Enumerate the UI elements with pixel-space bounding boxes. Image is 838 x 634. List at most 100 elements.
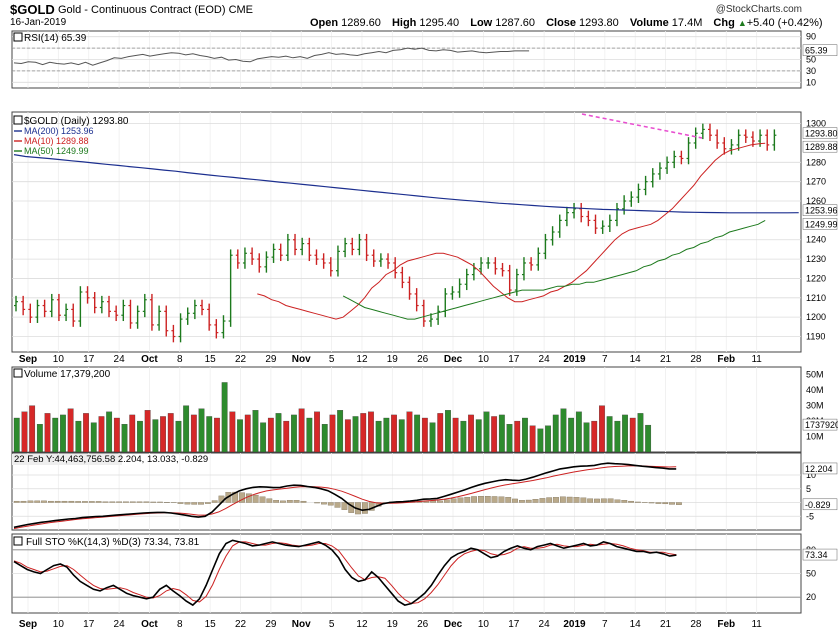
macd-last-label: 12.204 <box>805 464 833 474</box>
macd-histogram-bar <box>34 500 41 503</box>
axis-tick-label: 90 <box>806 32 816 42</box>
macd-histogram-bar <box>54 500 61 503</box>
macd-histogram-bar <box>539 498 546 503</box>
macd-histogram-bar <box>204 502 211 504</box>
symbol-name: Gold - Continuous Contract (EOD) CME <box>58 4 253 16</box>
macd-histogram-bar <box>266 498 273 503</box>
macd-histogram-bar <box>321 502 327 505</box>
macd-histogram-bar <box>293 500 300 503</box>
x-axis-label: Sep <box>19 619 37 630</box>
volume-bar <box>152 419 159 453</box>
volume-bar <box>352 416 359 453</box>
macd-histogram-bar <box>314 502 320 504</box>
x-axis-label: 22 <box>235 354 247 365</box>
axis-tick-label: 10 <box>806 470 816 480</box>
volume-bar <box>113 417 120 453</box>
x-axis-label: 19 <box>387 354 399 365</box>
macd-histogram-bar <box>484 496 491 503</box>
axis-tick-label: 10 <box>806 77 816 87</box>
axis-tick-label: 30 <box>806 66 816 76</box>
symbol-fullname: Gold - Continuous Contract (EOD) <box>58 4 226 16</box>
macd-histogram-bar <box>648 502 655 504</box>
macd-histogram-bar <box>252 494 259 503</box>
ma50-line <box>342 219 766 320</box>
volume-bar <box>522 417 528 453</box>
axis-tick-label: 1220 <box>806 273 826 283</box>
volume-bar <box>214 417 220 453</box>
volume-bar <box>429 422 436 453</box>
macd-histogram-bar <box>587 498 594 503</box>
volume-bar <box>452 417 459 453</box>
macd-histogram-bar <box>662 502 669 505</box>
volume-bar <box>629 417 636 453</box>
volume-bar <box>560 408 567 453</box>
volume-bar <box>421 417 428 453</box>
sto-legend: Full STO %K(14,3) %D(3) 73.34, 73.81 <box>26 537 200 548</box>
x-axis-label: 24 <box>539 619 551 630</box>
axis-tick-label: 50 <box>806 55 816 65</box>
macd-histogram-bar <box>505 497 512 503</box>
volume-bar <box>329 414 336 453</box>
macd-histogram-bar <box>95 501 102 503</box>
x-axis-label: 12 <box>356 354 368 365</box>
rsi-line <box>13 47 530 66</box>
axis-tick-label: 1260 <box>806 196 826 206</box>
macd-histogram-bar <box>553 497 559 503</box>
x-axis-label: 7 <box>602 619 608 630</box>
sto-d-line <box>13 541 677 605</box>
volume-bar <box>306 417 313 453</box>
volume-bar <box>144 410 151 453</box>
volume-bar <box>437 413 444 453</box>
macd-histogram-bar <box>129 501 136 503</box>
volume-bar <box>599 405 605 453</box>
volume-bar <box>460 420 467 453</box>
price-last-label: 1293.80 <box>805 129 838 139</box>
macd-line <box>13 462 677 529</box>
macd-histogram-bar <box>20 500 27 503</box>
x-axis-label: 11 <box>751 354 762 365</box>
x-axis-label: 26 <box>417 619 429 630</box>
macd-histogram-bar <box>143 501 150 503</box>
volume-bar <box>637 413 644 453</box>
macd-histogram-bar <box>362 502 368 514</box>
macd-histogram-bar <box>245 493 252 503</box>
macd-histogram-bar <box>327 502 334 506</box>
x-axis-label: Oct <box>141 619 158 630</box>
volume-bar <box>506 424 513 453</box>
x-axis-label: 17 <box>508 354 520 365</box>
volume-bar <box>98 416 105 453</box>
macd-histogram-bar <box>102 501 109 503</box>
x-axis-label: Sep <box>19 354 37 365</box>
price-last-label-box <box>802 204 838 216</box>
volume-bar <box>375 420 382 453</box>
x-axis-label: 8 <box>177 354 183 365</box>
x-axis-label: 29 <box>265 354 277 365</box>
x-axis-label: Feb <box>717 354 735 365</box>
volume-bar <box>106 411 113 453</box>
macd-histogram-bar <box>61 500 68 503</box>
x-axis-label: Dec <box>444 354 463 365</box>
axis-tick-label: 30M <box>806 401 824 411</box>
macd-histogram-bar <box>259 496 266 503</box>
price-last-label-box <box>802 140 838 153</box>
price-legend-item: MA(10) 1289.88 <box>24 136 89 146</box>
macd-histogram-bar <box>594 498 600 503</box>
x-axis-label: 24 <box>114 354 126 365</box>
macd-histogram-bar <box>519 500 525 503</box>
macd-histogram-bar <box>635 501 641 503</box>
macd-histogram-bar <box>157 501 163 503</box>
macd-histogram-bar <box>573 497 580 503</box>
volume-bar <box>298 408 305 453</box>
x-axis-label: Dec <box>444 619 463 630</box>
legend-swatch <box>13 536 23 546</box>
macd-histogram-bar <box>478 496 484 503</box>
axis-tick-label: 1240 <box>806 235 826 245</box>
macd-histogram-bar <box>116 501 123 503</box>
volume-bar <box>645 424 652 453</box>
volume-bar <box>190 414 197 453</box>
price-legend-item: MA(200) 1253.96 <box>24 126 94 136</box>
volume-bar <box>252 410 259 453</box>
x-axis-label: 10 <box>478 354 490 365</box>
volume-bar <box>552 414 559 453</box>
